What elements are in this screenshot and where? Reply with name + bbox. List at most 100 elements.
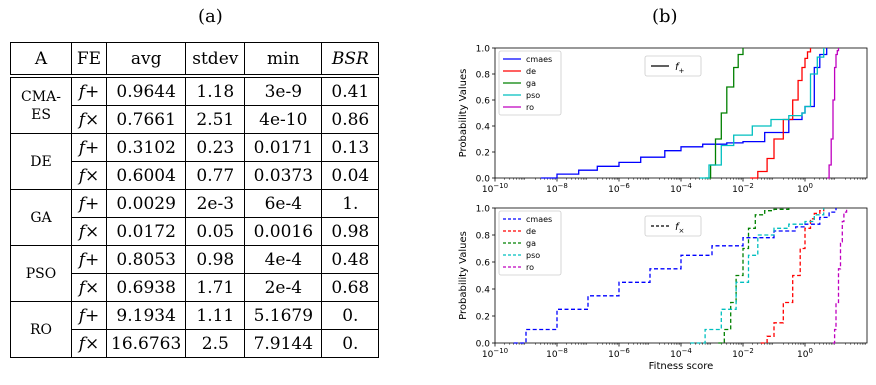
min-cell: 3e-9 (244, 74, 323, 106)
x-tick-label: 10−4 (670, 182, 692, 195)
y-tick-label: 0.8 (476, 232, 491, 242)
legend-label: cmaes (526, 215, 552, 224)
table-row: GA f+ 0.0029 2e-3 6e-4 1. (10, 189, 380, 246)
y-tick-label: 0.2 (476, 149, 490, 159)
x-tick-label: 10−8 (546, 182, 568, 195)
x-tick-label: 10−8 (546, 347, 568, 360)
y-tick-label: 0.0 (476, 340, 491, 350)
fitness-function-cell: f+ (71, 133, 107, 162)
bsr-cell: 0.86 (321, 105, 380, 134)
avg-cell: 9.1934 (105, 301, 187, 330)
stdev-cell: 2.5 (185, 329, 246, 358)
function-legend-label: f× (675, 222, 684, 235)
stdev-cell: 0.23 (185, 133, 246, 162)
y-tick-label: 0.6 (476, 259, 491, 269)
min-cell: 0.0016 (244, 217, 323, 246)
series-line-ro (827, 48, 840, 179)
table-header-row: A FE avg stdev min BSR (10, 42, 380, 77)
stdev-cell: 1.18 (185, 74, 246, 106)
avg-cell: 0.8053 (105, 245, 187, 274)
fitness-function-cell: f× (71, 273, 107, 302)
table-row: f× 16.6763 2.5 7.9144 0. (11, 329, 380, 358)
algorithm-name: PSO (10, 245, 72, 302)
fitness-function-cell: f+ (71, 245, 107, 274)
algorithm-name-line: DE (30, 153, 52, 170)
bsr-cell: 0. (321, 301, 380, 330)
min-cell: 0.0373 (244, 161, 323, 190)
y-tick-label: 1.0 (476, 205, 491, 215)
x-tick-label: 100 (797, 347, 813, 360)
y-axis-label: Probability Values (458, 69, 469, 158)
fitness-function-cell: f× (71, 161, 107, 190)
fitness-function-cell: f× (71, 217, 107, 246)
results-table: A FE avg stdev min BSR CMA- ES f+ 0.9644 1.1… (10, 42, 380, 358)
avg-cell: 0.7661 (105, 105, 187, 134)
bsr-cell: 0.04 (321, 161, 380, 190)
ecdf-chart-multiplicative: 0.0 0.2 0.4 0.6 0.8 1.0 10−10 10−8 10−6 10−4 10−2 1… (458, 205, 868, 372)
panel-b-label: (b) (652, 6, 678, 27)
avg-cell: 0.0172 (105, 217, 187, 246)
series-line-pso (690, 208, 825, 344)
algorithm-name-line: GA (30, 209, 52, 226)
table-row: f× 0.7661 2.51 4e-10 0.86 (11, 105, 380, 134)
algorithm-name-line: CMA- (21, 88, 61, 105)
legend-box (498, 210, 562, 276)
legend-label: de (526, 227, 536, 236)
legend-label: ro (526, 263, 534, 272)
table-row: CMA- ES f+ 0.9644 1.18 3e-9 0.41 (10, 74, 380, 134)
algorithm-name-line: PSO (25, 265, 57, 282)
algorithm-name: RO (10, 301, 72, 358)
function-legend-box (644, 215, 702, 237)
y-tick-label: 0.0 (476, 175, 491, 185)
algorithm-name-line: RO (29, 321, 53, 338)
x-tick-label: 10−4 (670, 347, 692, 360)
stdev-cell: 1.71 (185, 273, 246, 302)
legend-label: ga (526, 239, 536, 248)
bsr-cell: 0.13 (321, 133, 380, 162)
x-tick-label: 10−6 (608, 182, 630, 195)
bsr-cell: 0.68 (321, 273, 380, 302)
avg-cell: 0.6938 (105, 273, 187, 302)
fitness-function-cell: f+ (71, 74, 107, 106)
min-cell: 4e-10 (244, 105, 323, 134)
stdev-cell: 0.05 (185, 217, 246, 246)
header-cell-avg: avg (105, 42, 187, 77)
header-cell-algorithm: A (10, 42, 72, 77)
fitness-function-cell: f+ (71, 301, 107, 330)
bsr-cell: 1. (321, 189, 380, 218)
table-row: f× 0.0172 0.05 0.0016 0.98 (11, 217, 380, 246)
legend-label: ro (526, 103, 534, 112)
algorithm-name: DE (10, 133, 72, 190)
y-tick-label: 1.0 (476, 45, 491, 55)
table-row: RO f+ 9.1934 1.11 5.1679 0. (10, 301, 380, 358)
algorithm-name: GA (10, 189, 72, 246)
series-line-de (750, 48, 812, 179)
bsr-cell: 0.41 (321, 74, 380, 106)
x-tick-label: 10−2 (732, 182, 754, 195)
header-cell-stdev: stdev (185, 42, 246, 77)
ecdf-chart-additive: 0.0 0.2 0.4 0.6 0.8 1.0 10−10 10−8 10−6 10−4 10−2 1… (458, 45, 868, 195)
x-tick-label: 100 (797, 182, 813, 195)
y-tick-label: 0.4 (476, 123, 491, 133)
x-tick-label: 10−10 (482, 182, 508, 195)
series-line-pso (699, 48, 825, 179)
algorithm-name: CMA- ES (10, 74, 72, 134)
fitness-function-cell: f× (71, 329, 107, 358)
x-tick-label: 10−10 (482, 347, 508, 360)
y-tick-label: 0.2 (476, 313, 490, 323)
min-cell: 7.9144 (244, 329, 323, 358)
header-cell-bsr: BSR (321, 42, 380, 77)
stdev-cell: 0.77 (185, 161, 246, 190)
algorithm-name-line: ES (31, 106, 51, 123)
min-cell: 4e-4 (244, 245, 323, 274)
x-tick-label: 10−2 (732, 347, 754, 360)
series-line-ro (832, 208, 848, 344)
series-line-ga (705, 48, 744, 179)
min-cell: 6e-4 (244, 189, 323, 218)
legend-label: de (526, 67, 536, 76)
function-legend-box (644, 55, 702, 77)
header-cell-min: min (244, 42, 323, 77)
avg-cell: 0.6004 (105, 161, 187, 190)
y-tick-label: 0.8 (476, 71, 491, 81)
stdev-cell: 0.98 (185, 245, 246, 274)
